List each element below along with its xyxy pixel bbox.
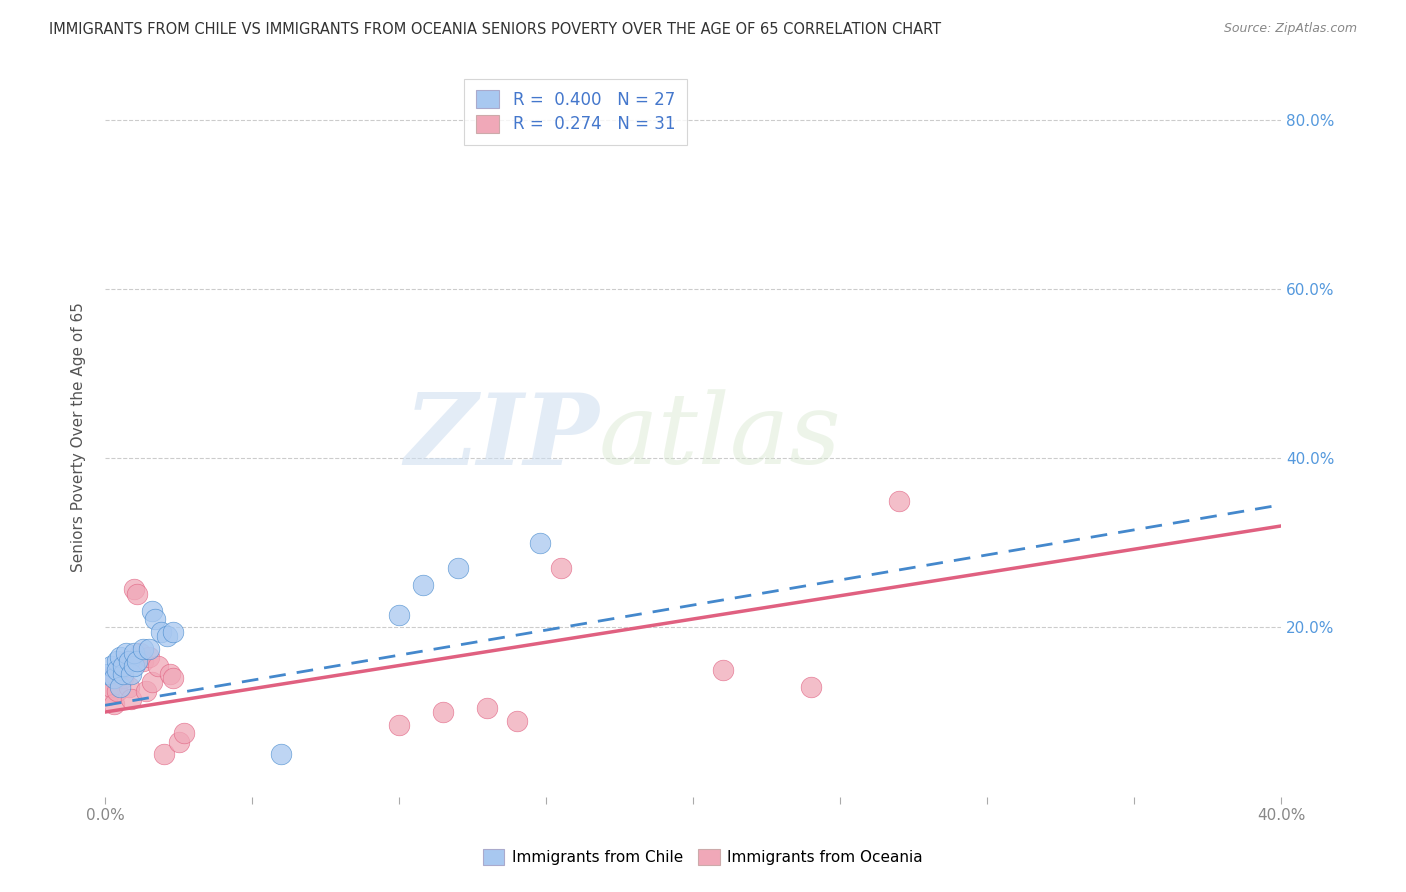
Point: [100, 680, 122, 694]
Y-axis label: Seniors Poverty Over the Age of 65: Seniors Poverty Over the Age of 65: [72, 302, 86, 572]
Point: [477, 701, 499, 715]
Point: [887, 493, 910, 508]
Point: [124, 646, 146, 660]
Text: Source: ZipAtlas.com: Source: ZipAtlas.com: [1223, 22, 1357, 36]
Point: [97, 688, 120, 702]
Point: [149, 624, 172, 639]
Point: [173, 726, 195, 740]
Point: [105, 684, 128, 698]
Point: [97, 667, 120, 681]
Point: [162, 624, 184, 639]
Point: [447, 561, 470, 575]
Point: [162, 671, 184, 685]
Text: ZIP: ZIP: [404, 389, 599, 485]
Point: [132, 641, 155, 656]
Point: [108, 650, 131, 665]
Point: [270, 747, 292, 762]
Point: [143, 612, 166, 626]
Point: [120, 692, 142, 706]
Text: atlas: atlas: [599, 390, 842, 484]
Point: [129, 646, 152, 660]
Point: [159, 667, 181, 681]
Point: [127, 654, 149, 668]
Point: [141, 603, 163, 617]
Point: [124, 582, 146, 597]
Legend: Immigrants from Chile, Immigrants from Oceania: Immigrants from Chile, Immigrants from O…: [477, 843, 929, 871]
Point: [156, 629, 179, 643]
Point: [167, 734, 190, 748]
Point: [138, 641, 160, 656]
Point: [132, 654, 155, 668]
Point: [111, 671, 134, 685]
Point: [529, 536, 551, 550]
Point: [432, 705, 454, 719]
Point: [153, 747, 176, 762]
Point: [114, 654, 136, 668]
Point: [141, 675, 163, 690]
Point: [105, 654, 128, 668]
Point: [124, 658, 146, 673]
Point: [800, 680, 823, 694]
Point: [120, 667, 142, 681]
Point: [388, 607, 411, 622]
Point: [103, 667, 125, 681]
Point: [127, 586, 149, 600]
Point: [506, 714, 529, 728]
Legend: R =  0.400   N = 27, R =  0.274   N = 31: R = 0.400 N = 27, R = 0.274 N = 31: [464, 78, 686, 145]
Point: [117, 680, 139, 694]
Point: [114, 646, 136, 660]
Point: [117, 654, 139, 668]
Point: [388, 718, 411, 732]
Point: [105, 663, 128, 677]
Point: [111, 658, 134, 673]
Point: [146, 658, 169, 673]
Point: [550, 561, 572, 575]
Point: [103, 697, 125, 711]
Point: [108, 663, 131, 677]
Point: [108, 680, 131, 694]
Point: [711, 663, 734, 677]
Point: [103, 671, 125, 685]
Point: [412, 578, 434, 592]
Text: IMMIGRANTS FROM CHILE VS IMMIGRANTS FROM OCEANIA SENIORS POVERTY OVER THE AGE OF: IMMIGRANTS FROM CHILE VS IMMIGRANTS FROM…: [49, 22, 942, 37]
Point: [100, 658, 122, 673]
Point: [111, 667, 134, 681]
Point: [138, 650, 160, 665]
Point: [135, 684, 157, 698]
